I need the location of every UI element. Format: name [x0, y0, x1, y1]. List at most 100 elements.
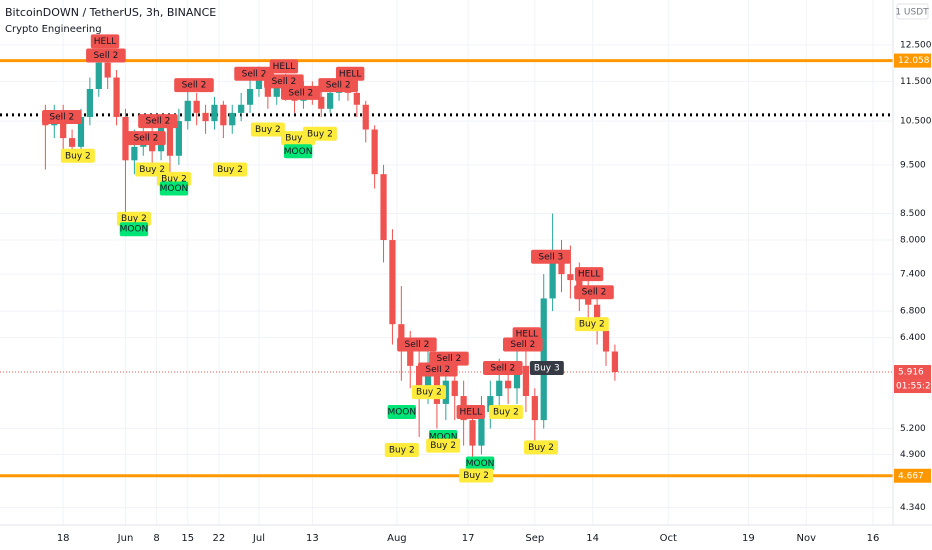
- signal-label: HELL: [460, 407, 482, 417]
- signal-label: Sell 2: [242, 69, 267, 79]
- signal-label: Buy 3: [534, 364, 560, 374]
- candle-body: [184, 100, 191, 122]
- candle-body: [246, 88, 254, 105]
- signal-box: [384, 443, 419, 458]
- signal-label: Sell 2: [288, 88, 313, 98]
- candle-body: [113, 77, 120, 117]
- y-tick-label: 4.340: [900, 503, 926, 513]
- x-tick-label: 18: [57, 533, 70, 544]
- signal-label: HELL: [578, 270, 600, 280]
- y-tick-label: 4.900: [900, 450, 926, 460]
- signal-box: [318, 78, 358, 93]
- signal-label: Sell 2: [404, 340, 429, 350]
- x-tick-label: Aug: [387, 533, 407, 544]
- signal-label: MOON: [387, 407, 416, 417]
- indicator-name: Crypto Engineering: [5, 24, 102, 35]
- signal-label: MOON: [466, 459, 495, 469]
- levels: [0, 59, 893, 478]
- signal-label: Buy 2: [528, 443, 554, 453]
- y-tick-label: 9.500: [900, 160, 926, 170]
- candle-body: [371, 129, 378, 175]
- signal-box: [60, 148, 95, 163]
- signal-box: [159, 181, 189, 196]
- last-price-label: 5.916: [898, 368, 924, 378]
- unit-label[interactable]: 1 USDT: [895, 8, 929, 18]
- signal-box: [524, 440, 559, 455]
- candle-body: [478, 411, 485, 446]
- signal-box: [335, 66, 365, 81]
- unit-button[interactable]: [896, 3, 929, 20]
- axes: 12.500 11.500 10.500 9.500 8.500 8.000 7.400 6.…: [57, 40, 932, 544]
- candle-body: [131, 146, 138, 161]
- signal-label: Buy 2: [255, 125, 281, 135]
- candle-body: [122, 116, 129, 161]
- level-label: 12.058: [898, 56, 930, 66]
- signal-label: HELL: [339, 69, 361, 79]
- y-tick-label: 8.500: [900, 209, 926, 219]
- candle-body: [220, 104, 227, 126]
- signal-box: [119, 222, 149, 237]
- candle-body: [68, 138, 76, 147]
- y-tick-label: 11.500: [900, 77, 932, 87]
- signal-label: MOON: [160, 184, 189, 194]
- signal-box: [280, 85, 321, 100]
- x-tick-label: 16: [867, 533, 880, 544]
- signal-label: Sell 2: [326, 81, 351, 91]
- signal-box: [482, 361, 523, 376]
- y-tick-label: 6.400: [900, 333, 926, 343]
- candle-body: [318, 96, 325, 109]
- signal-label: MOON: [429, 432, 458, 442]
- signal-label: Buy 2: [285, 134, 311, 144]
- signal-box: [264, 74, 304, 89]
- candle-body: [229, 112, 236, 126]
- signal-label: Sell 2: [49, 112, 74, 122]
- signal-label: Buy 2: [389, 446, 415, 456]
- signal-label: Buy 2: [161, 174, 187, 184]
- level-label: 4.667: [898, 471, 924, 481]
- signal-label: Sell 2: [134, 134, 159, 144]
- signal-label: Sell 2: [271, 77, 296, 87]
- signal-label: MOON: [284, 147, 313, 157]
- signal-box: [397, 337, 437, 352]
- signal-label: Sell 2: [510, 340, 535, 350]
- candle-body: [531, 396, 538, 421]
- signal-box: [465, 456, 495, 471]
- signal-box: [234, 66, 274, 81]
- candle-body: [211, 104, 218, 122]
- signal-box: [503, 337, 543, 352]
- candle-body: [611, 351, 619, 373]
- signal-box: [418, 362, 458, 377]
- x-tick-label: Nov: [796, 533, 816, 544]
- x-tick-label: Jul: [252, 533, 265, 544]
- x-tick-label: 19: [742, 533, 755, 544]
- candle-body: [424, 373, 432, 389]
- signal-label: Buy 2: [307, 129, 333, 139]
- signal-label: Buy 2: [463, 471, 489, 481]
- signal-box: [90, 34, 120, 49]
- signal-box: [269, 59, 299, 74]
- signal-box: [42, 109, 82, 124]
- x-tick-label: 14: [586, 533, 599, 544]
- signal-box: [116, 211, 151, 226]
- signal-label: HELL: [273, 62, 295, 72]
- signal-box: [283, 144, 313, 159]
- candle-body: [255, 77, 263, 89]
- signal-box: [411, 385, 446, 400]
- signal-box: [174, 78, 214, 93]
- signal-box: [529, 361, 564, 376]
- x-tick-label: 15: [181, 533, 194, 544]
- signal-label: Sell 2: [582, 288, 607, 298]
- signal-box: [429, 351, 469, 366]
- candle-body: [166, 125, 174, 156]
- signal-box: [250, 122, 285, 137]
- signal-box: [574, 267, 604, 282]
- signal-label: Sell 2: [182, 81, 207, 91]
- y-tick-label: 10.500: [900, 117, 932, 127]
- countdown-box: [894, 379, 931, 394]
- signal-label: Buy 2: [493, 407, 519, 417]
- signal-label: MOON: [120, 225, 149, 235]
- x-tick-label: 17: [462, 533, 475, 544]
- signal-label: Sell 2: [93, 51, 118, 61]
- candles: [42, 48, 619, 469]
